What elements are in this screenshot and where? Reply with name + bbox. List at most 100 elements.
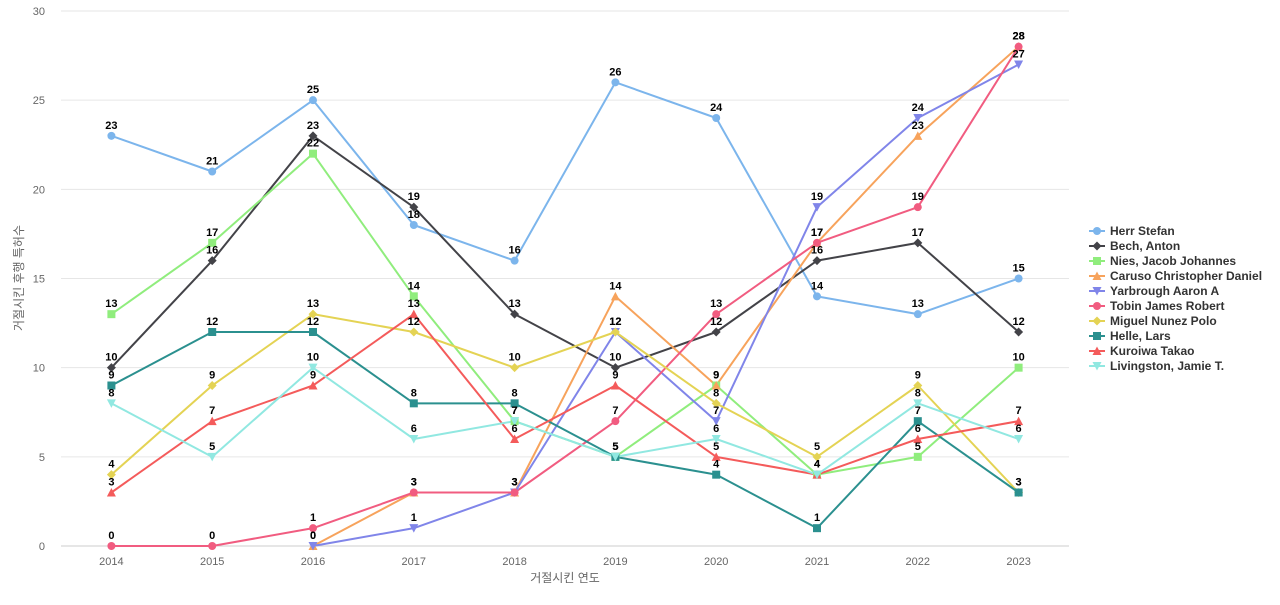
data-point-marker[interactable] (107, 542, 116, 550)
data-point-marker[interactable] (812, 256, 822, 266)
data-point-marker[interactable] (107, 131, 116, 140)
data-point-marker[interactable] (510, 363, 520, 373)
legend-item[interactable]: Nies, Jacob Johannes (1089, 254, 1236, 268)
data-point-marker[interactable] (913, 238, 923, 248)
data-point-marker[interactable] (1014, 274, 1023, 283)
series-line[interactable] (110, 331, 1020, 530)
data-point-marker[interactable] (712, 114, 721, 122)
data-point-marker[interactable] (812, 470, 822, 480)
series-line[interactable] (312, 63, 1020, 547)
series-line[interactable] (111, 81, 1019, 316)
data-point-marker[interactable] (913, 434, 923, 444)
data-point-marker[interactable] (409, 292, 418, 301)
data-point-marker[interactable] (610, 381, 620, 390)
data-point-marker[interactable] (1014, 435, 1024, 444)
legend-item[interactable]: Yarbrough Aaron A (1089, 284, 1219, 298)
data-point-marker[interactable] (712, 310, 721, 319)
data-point-marker[interactable] (208, 542, 217, 550)
data-point-marker[interactable] (1014, 488, 1023, 497)
data-point-marker[interactable] (711, 381, 721, 390)
data-point-marker[interactable] (106, 399, 116, 408)
data-point-marker[interactable] (611, 417, 620, 426)
data-point-marker[interactable] (510, 417, 520, 426)
data-point-marker[interactable] (510, 399, 519, 408)
data-point-marker[interactable] (308, 131, 318, 141)
data-point-marker[interactable] (1014, 60, 1024, 70)
data-point-marker[interactable] (813, 292, 821, 301)
data-point-marker[interactable] (510, 434, 520, 444)
data-point-marker[interactable] (309, 328, 317, 336)
data-point-marker[interactable] (409, 435, 419, 444)
data-point-marker[interactable] (309, 149, 317, 158)
data-point-marker[interactable] (308, 309, 318, 319)
data-point-marker[interactable] (308, 381, 318, 390)
data-point-marker[interactable] (711, 435, 721, 444)
data-point-marker[interactable] (711, 398, 721, 408)
data-point-marker[interactable] (913, 399, 923, 408)
data-point-marker[interactable] (107, 381, 116, 390)
legend-item[interactable]: Kuroiwa Takao (1089, 344, 1194, 358)
data-point-marker[interactable] (510, 488, 519, 497)
series-line[interactable] (111, 46, 1020, 547)
data-point-marker[interactable] (913, 417, 922, 426)
data-point-marker[interactable] (208, 238, 217, 247)
data-point-marker[interactable] (711, 452, 721, 461)
legend-item[interactable]: Helle, Lars (1089, 329, 1171, 343)
data-point-marker[interactable] (409, 221, 418, 229)
data-point-marker[interactable] (610, 452, 620, 462)
legend-item[interactable]: Miguel Nunez Polo (1089, 314, 1217, 328)
data-point-marker[interactable] (610, 291, 620, 301)
data-point-marker[interactable] (712, 470, 721, 479)
data-point-marker[interactable] (711, 417, 721, 426)
data-point-marker[interactable] (913, 131, 923, 140)
data-point-marker[interactable] (309, 96, 317, 105)
data-point-marker[interactable] (1014, 363, 1023, 372)
data-point-marker[interactable] (308, 542, 318, 551)
data-point-marker[interactable] (409, 202, 419, 212)
data-point-marker[interactable] (207, 256, 217, 266)
data-point-marker[interactable] (812, 203, 822, 212)
data-point-marker[interactable] (913, 310, 922, 319)
data-point-marker[interactable] (409, 488, 418, 497)
data-point-marker[interactable] (812, 452, 822, 462)
data-point-marker[interactable] (309, 524, 317, 533)
data-point-marker[interactable] (510, 256, 519, 265)
data-point-marker[interactable] (107, 310, 116, 319)
data-point-marker[interactable] (610, 327, 620, 337)
data-point-marker[interactable] (409, 399, 418, 408)
data-point-marker[interactable] (611, 78, 620, 87)
data-point-marker[interactable] (207, 452, 217, 462)
series-line[interactable] (110, 313, 1020, 494)
data-point-marker[interactable] (913, 452, 922, 461)
series-line[interactable] (110, 313, 1019, 494)
data-point-marker[interactable] (106, 488, 116, 497)
data-point-marker[interactable] (106, 363, 116, 373)
data-point-marker[interactable] (106, 470, 116, 480)
data-point-marker[interactable] (813, 524, 821, 533)
data-point-marker[interactable] (510, 309, 520, 319)
data-point-marker[interactable] (308, 363, 318, 373)
legend-item[interactable]: Caruso Christopher Daniel (1089, 269, 1262, 283)
series-line[interactable] (110, 366, 1019, 476)
data-point-marker[interactable] (409, 327, 419, 337)
legend-item[interactable]: Bech, Anton (1089, 239, 1180, 253)
data-point-marker[interactable] (1014, 416, 1024, 426)
data-point-marker[interactable] (409, 524, 419, 533)
data-point-marker[interactable] (409, 309, 419, 319)
data-point-marker[interactable] (610, 363, 620, 373)
data-point-marker[interactable] (1014, 327, 1024, 337)
legend-item[interactable]: Livingston, Jamie T. (1089, 359, 1224, 373)
data-point-marker[interactable] (913, 203, 922, 212)
data-point-marker[interactable] (711, 327, 721, 337)
data-point-marker[interactable] (207, 381, 217, 390)
data-point-marker[interactable] (813, 238, 821, 247)
data-point-marker[interactable] (207, 416, 217, 426)
legend-item[interactable]: Tobin James Robert (1089, 299, 1224, 313)
data-point-marker[interactable] (913, 381, 923, 390)
data-point-marker[interactable] (208, 167, 217, 176)
data-point-marker[interactable] (1014, 42, 1023, 51)
legend-item[interactable]: Herr Stefan (1089, 224, 1175, 238)
data-point-marker[interactable] (913, 114, 923, 123)
data-point-marker[interactable] (208, 328, 217, 336)
